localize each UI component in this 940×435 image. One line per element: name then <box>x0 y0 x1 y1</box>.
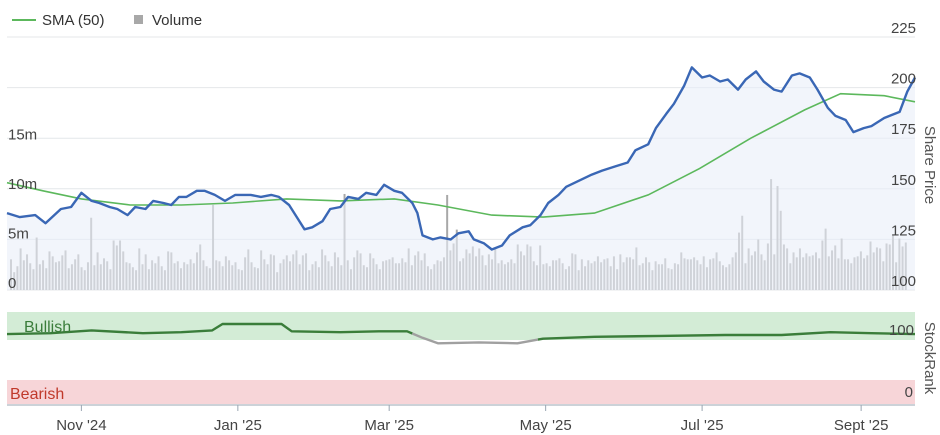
volume-tick-label: 15m <box>8 127 37 144</box>
x-axis-ticks: Nov '24 Jan '25 Mar '25 May '25 Jul '25 Sept … <box>56 405 888 434</box>
legend-volume-label: Volume <box>152 12 202 29</box>
price-axis-ticks: 100 125 150 175 200 225 <box>891 20 916 290</box>
x-tick-label: Mar '25 <box>364 417 414 434</box>
price-area-fill <box>7 67 915 291</box>
rank-axis-title: StockRank <box>921 322 938 395</box>
price-line-layer <box>6 66 917 251</box>
legend: SMA (50) Volume <box>12 12 202 29</box>
x-tick-label: Sept '25 <box>834 417 889 434</box>
sma-line <box>6 92 916 218</box>
volume-tick-label: 5m <box>8 226 29 243</box>
bearish-band <box>7 380 915 404</box>
price-axis-title: Share Price <box>921 126 938 204</box>
stockrank-line-bullish <box>6 322 413 336</box>
rank-max-label: 100 <box>889 322 914 339</box>
rank-min-label: 0 <box>905 384 913 401</box>
stockrank-line-bullish <box>537 331 916 341</box>
x-tick-label: May '25 <box>520 417 572 434</box>
price-tick-label: 125 <box>891 222 916 239</box>
volume-tick-label: 10m <box>8 176 37 193</box>
x-tick-label: Jan '25 <box>214 417 262 434</box>
legend-sma-label: SMA (50) <box>42 12 105 29</box>
bearish-label: Bearish <box>10 386 64 403</box>
volume-axis-ticks: 0 5m 10m 15m <box>8 127 37 293</box>
price-tick-label: 200 <box>891 71 916 88</box>
price-line <box>6 66 917 251</box>
stockrank-line-layer <box>6 322 916 345</box>
x-tick-label: Jul '25 <box>681 417 724 434</box>
price-tick-label: 100 <box>891 273 916 290</box>
price-area <box>7 67 915 291</box>
price-tick-label: 150 <box>891 172 916 189</box>
stockrank-line-neutral <box>411 332 539 345</box>
volume-tick-label: 0 <box>8 275 16 292</box>
x-tick-label: Nov '24 <box>56 417 106 434</box>
price-tick-label: 225 <box>891 20 916 37</box>
price-tick-label: 175 <box>891 121 916 138</box>
legend-volume-swatch <box>134 15 143 24</box>
sma-line-layer <box>6 92 916 218</box>
